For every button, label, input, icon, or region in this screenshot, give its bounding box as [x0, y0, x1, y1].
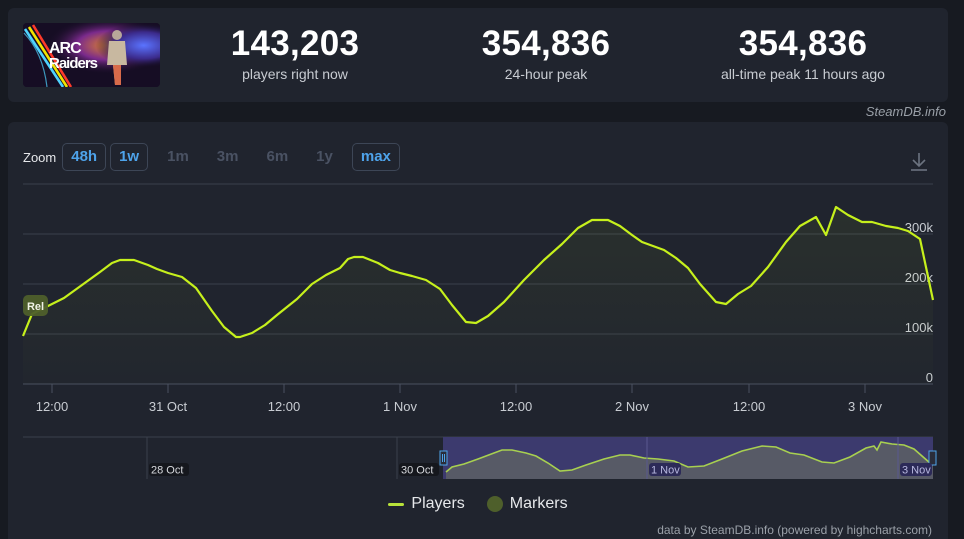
markers-dot-swatch-icon [486, 496, 503, 512]
release-marker-label: Rel [27, 301, 44, 313]
svg-text:Raiders: Raiders [49, 55, 98, 72]
arc-raiders-logo-icon: ARC Raiders [23, 23, 160, 87]
steamdb-credit[interactable]: SteamDB.info [865, 104, 946, 119]
zoom-1w-button[interactable]: 1w [110, 143, 149, 171]
zoom-3m-button[interactable]: 3m [216, 148, 239, 165]
game-capsule-image[interactable]: ARC Raiders [23, 23, 160, 87]
svg-text:12:00: 12:00 [268, 399, 301, 414]
zoom-label: Zoom [23, 149, 57, 165]
svg-text:28 Oct: 28 Oct [151, 465, 183, 477]
players-line[interactable] [21, 205, 935, 339]
highcharts-credit[interactable]: data by SteamDB.info (powered by highcha… [657, 523, 932, 537]
x-axis-labels: 12:00 31 Oct 12:00 1 Nov 12:00 2 Nov 12:… [36, 399, 883, 414]
legend-markers[interactable]: Markers [486, 495, 568, 513]
svg-text:3 Nov: 3 Nov [848, 399, 882, 414]
legend-players-label: Players [411, 495, 465, 512]
svg-text:12:00: 12:00 [733, 399, 766, 414]
svg-text:ARC: ARC [49, 40, 82, 57]
svg-text:300k: 300k [905, 220, 934, 235]
peak-24h-value: 354,836 [481, 24, 611, 63]
players-area [23, 207, 933, 384]
svg-text:31 Oct: 31 Oct [149, 399, 188, 414]
svg-text:12:00: 12:00 [500, 399, 533, 414]
zoom-1m-button[interactable]: 1m [167, 148, 189, 165]
all-time-peak-value: 354,836 [738, 24, 868, 63]
stat-all-time-peak: 354,836 all-time peak 11 hours ago [693, 24, 913, 83]
download-icon [911, 153, 927, 171]
legend-markers-label: Markers [509, 495, 568, 512]
zoom-6m-button[interactable]: 6m [266, 148, 289, 165]
zoom-48h-button[interactable]: 48h [62, 143, 107, 171]
navigator-right-handle[interactable] [928, 450, 937, 466]
players-line-swatch-icon [388, 502, 405, 506]
navigator-left-handle[interactable] [439, 450, 448, 466]
player-chart-panel: Zoom 48h 1w 1m 3m 6m 1y max [8, 122, 948, 539]
svg-text:30 Oct: 30 Oct [401, 465, 433, 477]
svg-text:12:00: 12:00 [36, 399, 69, 414]
current-players-value: 143,203 [230, 24, 360, 63]
current-players-label: players right now [242, 66, 348, 82]
zoom-range-selector: Zoom 48h 1w 1m 3m 6m 1y max [23, 142, 404, 172]
svg-text:3 Nov: 3 Nov [902, 465, 931, 477]
zoom-1y-button[interactable]: 1y [316, 148, 333, 165]
navigator-line [445, 441, 934, 473]
navigator-area [446, 442, 933, 479]
navigator-labels: 28 Oct 30 Oct 1 Nov 3 Nov [149, 463, 932, 477]
legend-players[interactable]: Players [388, 495, 465, 513]
zoom-max-button[interactable]: max [351, 143, 400, 171]
stats-header: ARC Raiders 143,203 players right now 35… [8, 8, 948, 102]
players-line-chart[interactable]: 12:00 31 Oct 12:00 1 Nov 12:00 2 Nov 12:… [8, 122, 948, 539]
stat-24h-peak: 354,836 24-hour peak [436, 24, 656, 83]
chart-legend: Players Markers [8, 495, 948, 513]
stat-current-players: 143,203 players right now [185, 24, 405, 83]
release-marker[interactable]: Rel [23, 295, 48, 316]
download-button[interactable] [908, 150, 930, 172]
navigator[interactable]: 28 Oct 30 Oct 1 Nov 3 Nov [23, 436, 937, 479]
x-ticks [51, 384, 866, 393]
svg-text:1 Nov: 1 Nov [651, 465, 680, 477]
svg-text:1 Nov: 1 Nov [383, 399, 417, 414]
peak-24h-label: 24-hour peak [504, 66, 588, 82]
svg-text:2 Nov: 2 Nov [615, 399, 649, 414]
all-time-peak-label: all-time peak 11 hours ago [721, 66, 885, 82]
